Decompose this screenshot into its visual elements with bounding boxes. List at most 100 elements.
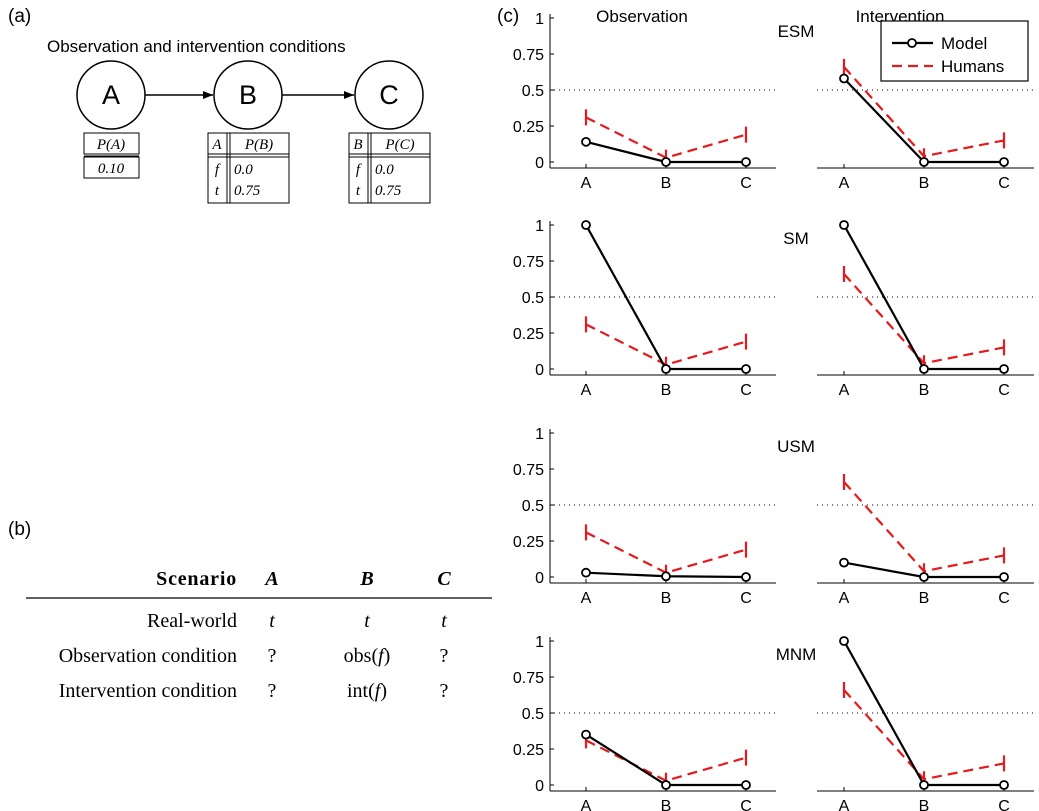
model-data-point xyxy=(661,571,671,582)
y-tick-label: 0.5 xyxy=(522,498,544,515)
model-data-point xyxy=(581,136,591,147)
x-tick-label: B xyxy=(661,798,672,811)
model-data-point xyxy=(741,572,751,582)
model-data-point xyxy=(919,572,929,582)
table-row: Intervention condition ? int(f) ? xyxy=(59,680,449,702)
y-tick-label: 1 xyxy=(535,634,544,651)
chart-sm: SM 0 0.25 0.5 0.75 1 A B C A B C xyxy=(513,218,1034,399)
chart-esm: ESM 0 0.25 0.5 0.75 1 A B C A B C xyxy=(513,11,1034,192)
row-b-value: t xyxy=(364,610,370,632)
y-tick-label: 0.25 xyxy=(513,534,544,551)
subplot-intervention: A B C xyxy=(817,636,1034,811)
model-data-point xyxy=(581,729,591,740)
col-header-b: B xyxy=(359,568,373,590)
subplot-observation: 0 0.25 0.5 0.75 1 A B C xyxy=(513,634,776,811)
row-a-value: t xyxy=(269,610,275,632)
model-data-point xyxy=(999,572,1009,582)
panel-a-label: (a) xyxy=(8,6,31,27)
node-b: B xyxy=(213,60,283,130)
legend-model-label: Model xyxy=(941,34,987,53)
table-row: Observation condition ? obs(f) ? xyxy=(59,645,449,667)
network-title: Observation and intervention conditions xyxy=(47,37,346,56)
cpt-c-r2a: t xyxy=(356,183,361,199)
legend-humans-label: Humans xyxy=(941,57,1004,76)
y-tick-label: 0.75 xyxy=(513,462,544,479)
scenario-header: Scenario xyxy=(156,568,237,590)
y-tick-label: 0 xyxy=(535,155,544,172)
x-tick-label: C xyxy=(740,798,752,811)
model-data-point xyxy=(839,557,849,568)
subplot-intervention: A B C xyxy=(817,220,1034,399)
col-header-c: C xyxy=(437,568,451,590)
model-data-point xyxy=(661,780,671,790)
y-tick-label: 0.75 xyxy=(513,47,544,64)
y-tick-label: 0.25 xyxy=(513,326,544,343)
cpt-c-r1a: f xyxy=(356,162,362,178)
subplot-observation: 0 0.25 0.5 0.75 1 A B C xyxy=(513,426,776,607)
y-tick-label: 0 xyxy=(535,362,544,379)
subplot-observation: 0 0.25 0.5 0.75 1 A B C xyxy=(513,11,776,192)
cpt-b xyxy=(207,132,290,204)
observation-header: Observation xyxy=(596,7,688,26)
x-tick-label: B xyxy=(919,590,930,607)
x-tick-label: C xyxy=(998,590,1010,607)
y-tick-label: 0 xyxy=(535,778,544,795)
x-tick-label: A xyxy=(581,798,592,811)
humans-series-line xyxy=(843,481,1005,573)
legend-model-marker xyxy=(907,38,917,48)
node-c-label: C xyxy=(379,80,399,110)
y-tick-label: 0.5 xyxy=(522,83,544,100)
model-data-point xyxy=(741,364,751,374)
subplot-intervention: A B C xyxy=(817,473,1034,607)
row-a-value: ? xyxy=(268,680,277,702)
model-data-point xyxy=(581,567,591,578)
x-tick-label: A xyxy=(839,175,850,192)
y-tick-label: 0.75 xyxy=(513,670,544,687)
x-tick-label: C xyxy=(998,382,1010,399)
model-data-point xyxy=(919,364,929,374)
subplot-observation: 0 0.25 0.5 0.75 1 A B C xyxy=(513,218,776,399)
x-tick-label: A xyxy=(581,590,592,607)
panel-c: (c) Observation Intervention ESM00.250.5… xyxy=(497,6,1034,811)
x-tick-label: B xyxy=(919,798,930,811)
cpt-b-h1: A xyxy=(211,137,222,153)
model-data-point xyxy=(741,157,751,167)
cpt-a-header: P(A) xyxy=(96,137,125,153)
humans-series-line xyxy=(843,689,1005,781)
cpt-c-h1: B xyxy=(353,137,362,153)
x-tick-label: A xyxy=(839,798,850,811)
row-name: Observation condition xyxy=(59,645,237,667)
cpt-b-h2: P(B) xyxy=(244,137,273,153)
model-data-point xyxy=(839,73,849,84)
y-tick-label: 1 xyxy=(535,426,544,443)
y-tick-label: 0.5 xyxy=(522,290,544,307)
model-data-point xyxy=(919,780,929,790)
x-tick-label: C xyxy=(998,175,1010,192)
x-tick-label: A xyxy=(581,175,592,192)
node-b-label: B xyxy=(239,80,257,110)
model-data-point xyxy=(999,157,1009,167)
chart-mnm: MNM 0 0.25 0.5 0.75 1 A B C A B C xyxy=(513,634,1034,811)
panel-a: (a) Observation and intervention conditi… xyxy=(8,6,431,204)
cpt-a-value: 0.10 xyxy=(98,161,125,177)
chart-title: SM xyxy=(783,229,809,248)
cpt-b-r2a: t xyxy=(215,183,220,199)
table-row: Real-world t t t xyxy=(147,610,447,632)
chart-title: ESM xyxy=(778,22,815,41)
model-data-point xyxy=(919,157,929,167)
x-tick-label: C xyxy=(740,590,752,607)
x-tick-label: A xyxy=(839,590,850,607)
x-tick-label: A xyxy=(839,382,850,399)
model-data-point xyxy=(999,364,1009,374)
row-a-value: ? xyxy=(268,645,277,667)
x-tick-label: B xyxy=(661,590,672,607)
cpt-c-r1b: 0.0 xyxy=(375,162,394,178)
row-b-value: int(f) xyxy=(347,680,387,702)
x-tick-label: B xyxy=(919,175,930,192)
row-c-value: t xyxy=(441,610,447,632)
y-tick-label: 1 xyxy=(535,11,544,28)
cpt-c xyxy=(348,132,431,204)
row-name: Intervention condition xyxy=(59,680,237,702)
y-tick-label: 0.25 xyxy=(513,119,544,136)
cpt-b-r2b: 0.75 xyxy=(234,183,261,199)
